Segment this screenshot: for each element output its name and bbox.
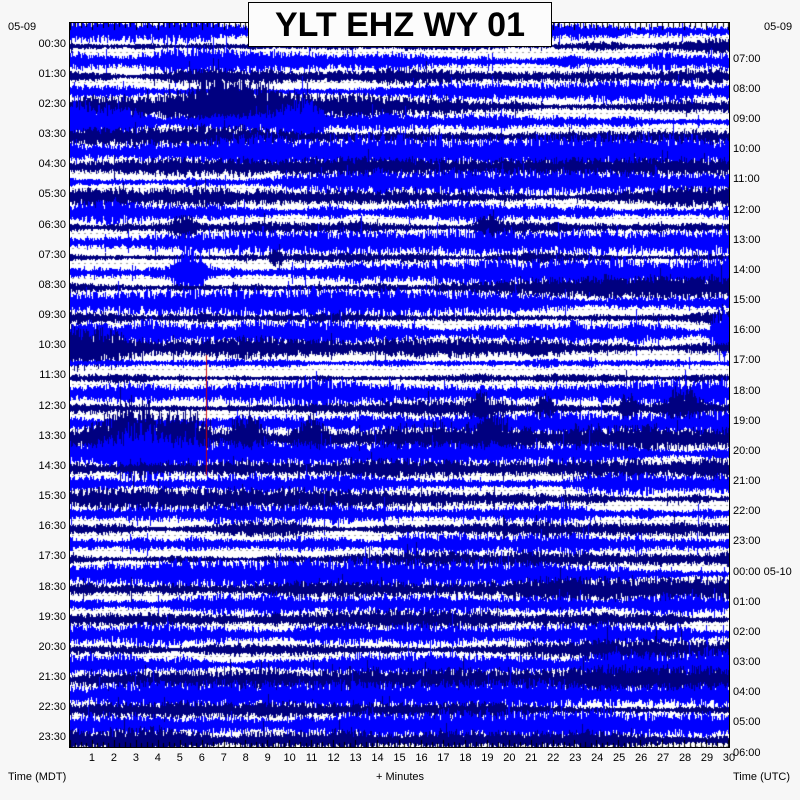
time-label-utc: 18:00	[733, 384, 761, 397]
time-label-utc: 17:00	[733, 354, 761, 367]
minute-tick-label: 13	[349, 752, 362, 764]
minute-tick-label: 16	[415, 752, 428, 764]
time-label-utc: 03:00	[733, 656, 761, 669]
minute-tick-label: 15	[393, 752, 406, 764]
left-axis-caption: Time (MDT)	[8, 771, 67, 783]
time-label-utc: 00:00 05-10	[733, 565, 792, 578]
time-label-mdt: 12:30	[38, 399, 66, 412]
time-label-utc: 02:00	[733, 625, 761, 638]
time-label-mdt: 13:30	[38, 429, 66, 442]
minute-tick-label: 6	[198, 752, 205, 764]
seismogram-plot[interactable]	[69, 22, 730, 748]
minute-tick-label: 14	[371, 752, 384, 764]
time-label-mdt: 03:30	[38, 128, 66, 141]
time-label-utc: 04:00	[733, 686, 761, 699]
time-label-utc: 12:00	[733, 203, 761, 216]
time-label-utc: 19:00	[733, 414, 761, 427]
time-label-utc: 08:00	[733, 82, 761, 95]
time-label-mdt: 15:30	[38, 490, 66, 503]
time-label-utc: 22:00	[733, 505, 761, 518]
right-axis-caption: Time (UTC)	[733, 771, 791, 783]
minute-tick-label: 20	[503, 752, 516, 764]
time-label-mdt: 16:30	[38, 520, 66, 533]
time-label-utc: 09:00	[733, 113, 761, 126]
minute-tick-label: 24	[591, 752, 604, 764]
time-label-mdt: 11:30	[39, 369, 66, 382]
time-label-utc: 07:00	[733, 52, 761, 65]
minute-tick-label: 1	[88, 752, 96, 764]
time-label-mdt: 14:30	[38, 459, 66, 472]
minute-tick-label: 4	[154, 752, 161, 764]
time-label-mdt: 17:30	[38, 550, 66, 563]
minute-tick-label: 29	[700, 752, 714, 764]
page-title: YLT EHZ WY 01	[274, 5, 525, 44]
time-label-utc: 06:00	[733, 746, 761, 759]
time-label-mdt: 19:30	[38, 610, 66, 623]
minute-tick-label: 2	[110, 752, 117, 764]
minute-tick-label: 30	[722, 752, 736, 764]
minute-tick-label: 17	[437, 752, 450, 764]
minute-tick-label: 11	[305, 752, 318, 764]
minute-tick-label: 7	[220, 752, 227, 764]
time-label-utc: 20:00	[733, 444, 761, 457]
time-label-mdt: 01:30	[38, 67, 66, 80]
time-label-utc: 11:00	[733, 173, 760, 186]
bottom-axis-caption: + Minutes	[376, 771, 424, 783]
time-label-utc: 15:00	[733, 294, 761, 307]
time-label-utc: 16:00	[733, 324, 761, 337]
time-label-mdt: 23:30	[38, 731, 66, 744]
minute-tick-label: 21	[525, 752, 538, 764]
time-label-mdt: 05:30	[38, 188, 66, 201]
time-label-mdt: 22:30	[38, 701, 66, 714]
corner-date-left: 05-09	[8, 21, 37, 33]
minute-tick-label: 25	[613, 752, 626, 764]
minute-tick-label: 10	[283, 752, 296, 764]
time-label-mdt: 18:30	[38, 580, 66, 593]
minute-tick-label: 22	[547, 752, 560, 764]
corner-date-right: 05-09	[764, 21, 793, 33]
time-label-mdt: 06:30	[38, 218, 66, 231]
time-label-mdt: 07:30	[38, 248, 66, 261]
time-label-mdt: 20:30	[38, 640, 66, 653]
time-label-mdt: 10:30	[38, 339, 66, 352]
minute-tick-label: 28	[678, 752, 692, 764]
minute-tick-label: 9	[264, 752, 271, 764]
time-label-utc: 05:00	[733, 716, 761, 729]
time-label-utc: 10:00	[733, 143, 761, 156]
time-label-utc: 23:00	[733, 535, 761, 548]
time-label-mdt: 02:30	[38, 97, 66, 110]
title-plate: YLT EHZ WY 01	[248, 2, 552, 47]
time-label-mdt: 04:30	[38, 158, 66, 171]
time-label-utc: 01:00	[733, 595, 761, 608]
time-label-utc: 21:00	[733, 475, 761, 488]
time-label-utc: 14:00	[733, 263, 761, 276]
minute-tick-label: 19	[481, 752, 494, 764]
time-label-mdt: 08:30	[38, 278, 66, 291]
minute-tick-label: 3	[132, 752, 139, 764]
time-label-mdt: 00:30	[38, 37, 66, 50]
minute-tick-label: 23	[569, 752, 582, 764]
time-label-mdt: 21:30	[38, 671, 66, 684]
time-label-utc: 13:00	[733, 233, 761, 246]
seismogram-canvas[interactable]	[70, 23, 729, 747]
minute-tick-label: 26	[635, 752, 648, 764]
time-label-mdt: 09:30	[38, 309, 66, 322]
minute-tick-label: 18	[459, 752, 472, 764]
minute-tick-label: 8	[242, 752, 249, 764]
minute-tick-label: 27	[656, 752, 670, 764]
minute-tick-label: 5	[176, 752, 183, 764]
minute-tick-label: 12	[327, 752, 340, 764]
